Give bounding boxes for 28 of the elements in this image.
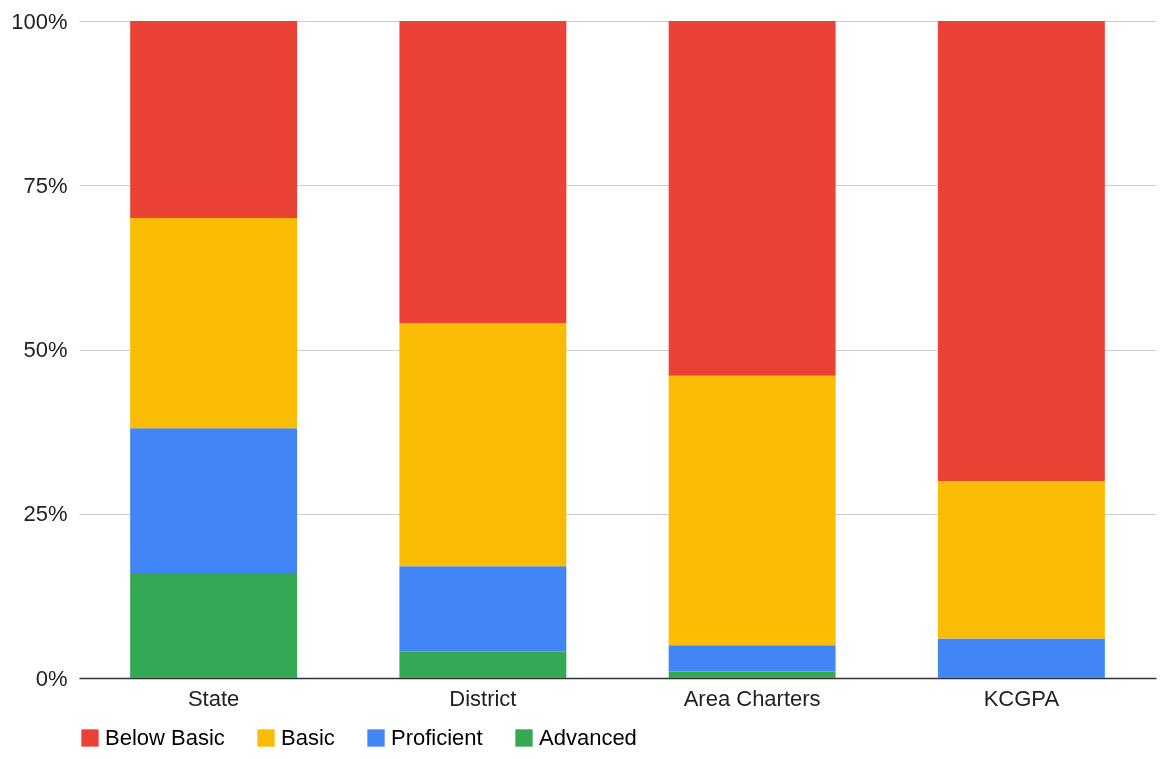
y-tick-label: 0% xyxy=(35,665,68,691)
bar xyxy=(399,651,567,678)
x-tick-label: District xyxy=(449,685,517,711)
legend-label: Proficient xyxy=(391,725,483,750)
bar xyxy=(130,218,298,429)
bar xyxy=(399,323,567,567)
legend-label: Below Basic xyxy=(105,725,225,750)
bar xyxy=(937,21,1105,481)
bar xyxy=(130,572,298,678)
y-tick-label: 50% xyxy=(23,337,68,362)
x-tick-label: KCGPA xyxy=(983,685,1060,711)
x-tick-label: Area Charters xyxy=(683,685,821,711)
bar xyxy=(937,480,1105,639)
bar xyxy=(399,566,567,652)
x-tick-label: State xyxy=(187,685,240,711)
bar xyxy=(668,21,836,376)
legend-label: Basic xyxy=(281,725,335,750)
legend-label: Advanced xyxy=(539,725,637,750)
y-tick-label: 100% xyxy=(11,8,68,34)
bar xyxy=(130,21,298,219)
bar xyxy=(399,21,567,324)
bar xyxy=(668,645,836,672)
y-tick-label: 25% xyxy=(23,501,68,527)
y-tick-label: 75% xyxy=(23,172,68,198)
bar xyxy=(668,375,836,646)
bar xyxy=(130,428,298,573)
bar xyxy=(668,671,836,678)
bar xyxy=(937,638,1105,678)
